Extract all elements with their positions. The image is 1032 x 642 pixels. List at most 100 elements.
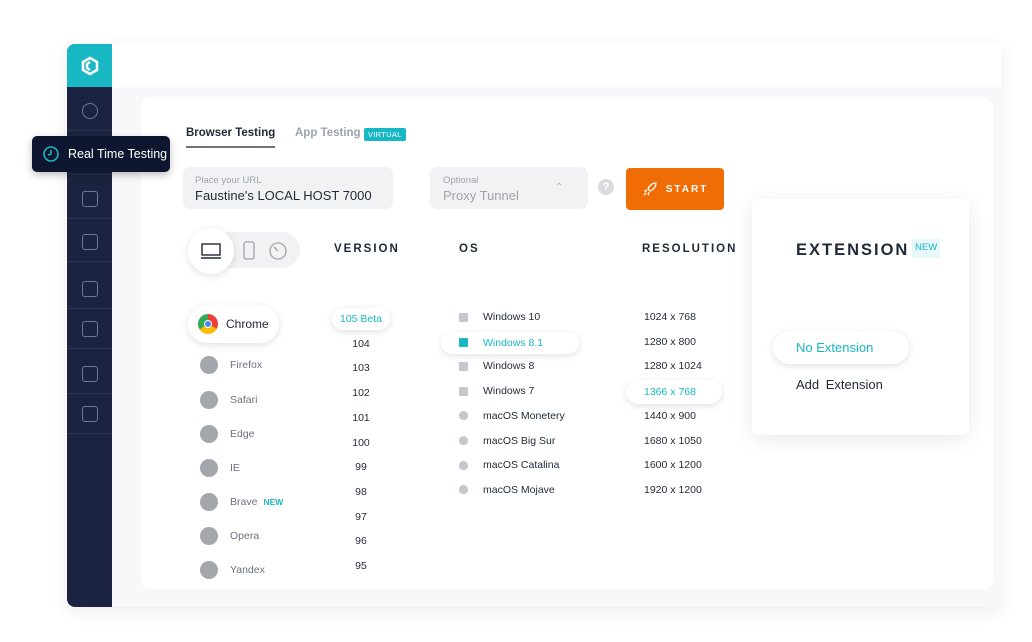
resolution-item[interactable]: 1680 x 1050 bbox=[644, 434, 702, 447]
os-item[interactable]: macOS Mojave bbox=[459, 484, 555, 496]
proxy-label: Optional bbox=[443, 175, 479, 186]
clock-sync-icon bbox=[43, 146, 59, 162]
start-button[interactable]: START bbox=[626, 168, 724, 210]
version-item[interactable]: 95 bbox=[355, 560, 367, 572]
robot-icon bbox=[81, 233, 98, 250]
browser-name: Chrome bbox=[226, 317, 269, 331]
speedometer-icon bbox=[81, 102, 98, 119]
os-item[interactable]: Windows 8.1 bbox=[441, 331, 579, 354]
os-item[interactable]: macOS Monetery bbox=[459, 410, 565, 422]
sidebar-item[interactable] bbox=[67, 222, 112, 262]
sidebar-item[interactable] bbox=[67, 309, 112, 349]
browser-item[interactable]: Opera bbox=[200, 527, 259, 545]
url-input[interactable]: Place your URL Faustine's LOCAL HOST 700… bbox=[183, 167, 393, 209]
sidebar-item[interactable] bbox=[67, 394, 112, 434]
os-header: OS bbox=[459, 243, 480, 255]
resolution-header: RESOLUTION bbox=[642, 243, 738, 255]
proxy-value: Proxy Tunnel bbox=[443, 188, 519, 203]
ie-icon bbox=[200, 459, 218, 477]
os-item[interactable]: Windows 10 bbox=[459, 311, 540, 323]
version-item[interactable]: 105 Beta bbox=[331, 308, 391, 330]
os-name: macOS Monetery bbox=[483, 409, 565, 422]
chevron-up-icon: ⌃ bbox=[555, 182, 564, 193]
safari-icon bbox=[200, 391, 218, 409]
resolution-item[interactable]: 1024 x 768 bbox=[644, 311, 696, 323]
browser-item[interactable]: Edge bbox=[200, 425, 255, 443]
version-item[interactable]: 100 bbox=[352, 436, 370, 449]
sidebar-item[interactable] bbox=[67, 179, 112, 219]
version-item[interactable]: 98 bbox=[355, 485, 367, 498]
timer-icon bbox=[269, 242, 287, 260]
os-name: macOS Big Sur bbox=[483, 434, 556, 447]
resolution-item[interactable]: 1440 x 900 bbox=[644, 409, 696, 422]
new-badge: NEW bbox=[263, 497, 284, 507]
windows-icon bbox=[459, 386, 468, 396]
tooltip-real-time-testing: Real Time Testing bbox=[32, 136, 170, 172]
extension-title: EXTENSION bbox=[796, 241, 910, 259]
browser-item[interactable]: Safari bbox=[200, 391, 257, 409]
apple-icon bbox=[459, 460, 468, 470]
resolution-item[interactable]: 1280 x 1024 bbox=[644, 360, 702, 373]
resolution-item[interactable]: 1366 x 768 bbox=[626, 380, 722, 405]
version-item[interactable]: 97 bbox=[355, 510, 367, 523]
sidebar-item[interactable] bbox=[67, 354, 112, 394]
browser-item[interactable]: Firefox bbox=[200, 356, 262, 374]
version-item[interactable]: 96 bbox=[355, 535, 367, 548]
browser-name: Brave bbox=[230, 496, 258, 508]
firefox-icon bbox=[200, 356, 218, 374]
version-header: VERSION bbox=[334, 243, 400, 255]
windows-icon bbox=[459, 338, 468, 348]
sidebar-item[interactable] bbox=[67, 269, 112, 309]
plus-square-icon bbox=[81, 365, 98, 382]
os-item[interactable]: macOS Big Sur bbox=[459, 435, 555, 447]
tab-browser-testing[interactable]: Browser Testing bbox=[186, 127, 276, 148]
help-icon[interactable]: ? bbox=[598, 179, 614, 195]
edge-icon bbox=[200, 425, 218, 443]
url-value: Faustine's LOCAL HOST 7000 bbox=[195, 188, 372, 203]
version-item[interactable]: 99 bbox=[355, 461, 367, 474]
browser-item[interactable]: Yandex bbox=[200, 561, 265, 579]
browser-item[interactable]: Brave NEW bbox=[200, 493, 283, 511]
sidebar-item[interactable] bbox=[67, 91, 112, 131]
add-extension-option[interactable]: Add Extension bbox=[796, 377, 883, 392]
os-name: macOS Mojave bbox=[483, 483, 555, 496]
proxy-tunnel-select[interactable]: Optional Proxy Tunnel ⌃ bbox=[430, 167, 588, 209]
sidebar bbox=[67, 44, 112, 607]
browser-item[interactable]: Chrome bbox=[188, 305, 279, 343]
apple-icon bbox=[459, 485, 468, 495]
windows-icon bbox=[459, 312, 468, 322]
desktop-device-button[interactable] bbox=[188, 228, 234, 274]
os-name: Windows 7 bbox=[483, 385, 535, 398]
lambdatest-logo[interactable] bbox=[67, 44, 112, 87]
version-item[interactable]: 102 bbox=[352, 387, 370, 400]
chrome-center bbox=[204, 320, 212, 328]
tab-app-testing[interactable]: App Testing bbox=[295, 127, 361, 139]
resolution-item[interactable]: 1600 x 1200 bbox=[644, 459, 702, 472]
url-label: Place your URL bbox=[195, 175, 262, 186]
os-item[interactable]: Windows 8 bbox=[459, 360, 534, 372]
chrome-icon bbox=[198, 314, 218, 334]
version-item[interactable]: 103 bbox=[352, 362, 370, 375]
lightning-icon bbox=[81, 280, 98, 297]
version-item[interactable]: 101 bbox=[352, 411, 370, 424]
virtual-badge: VIRTUAL bbox=[364, 128, 406, 141]
extension-panel bbox=[752, 199, 969, 435]
mobile-device-button[interactable] bbox=[242, 241, 256, 266]
no-extension-option[interactable]: No Extension bbox=[773, 331, 909, 364]
browser-name: Safari bbox=[230, 394, 258, 406]
resolution-item[interactable]: 1920 x 1200 bbox=[644, 483, 702, 496]
desktop-icon bbox=[201, 243, 221, 259]
history-device-button[interactable] bbox=[268, 241, 288, 266]
windows-icon bbox=[459, 361, 468, 371]
os-name: Windows 10 bbox=[483, 311, 541, 323]
os-item[interactable]: Windows 7 bbox=[459, 385, 534, 397]
browser-item[interactable]: IE bbox=[200, 459, 240, 477]
os-item[interactable]: macOS Catalina bbox=[459, 459, 559, 471]
resolution-item[interactable]: 1280 x 800 bbox=[644, 335, 696, 348]
version-item[interactable]: 104 bbox=[352, 337, 370, 350]
yandex-icon bbox=[200, 561, 218, 579]
mobile-icon bbox=[81, 190, 98, 207]
browser-name: Opera bbox=[230, 530, 260, 542]
tooltip-label: Real Time Testing bbox=[68, 147, 168, 161]
top-bar bbox=[112, 44, 1001, 87]
